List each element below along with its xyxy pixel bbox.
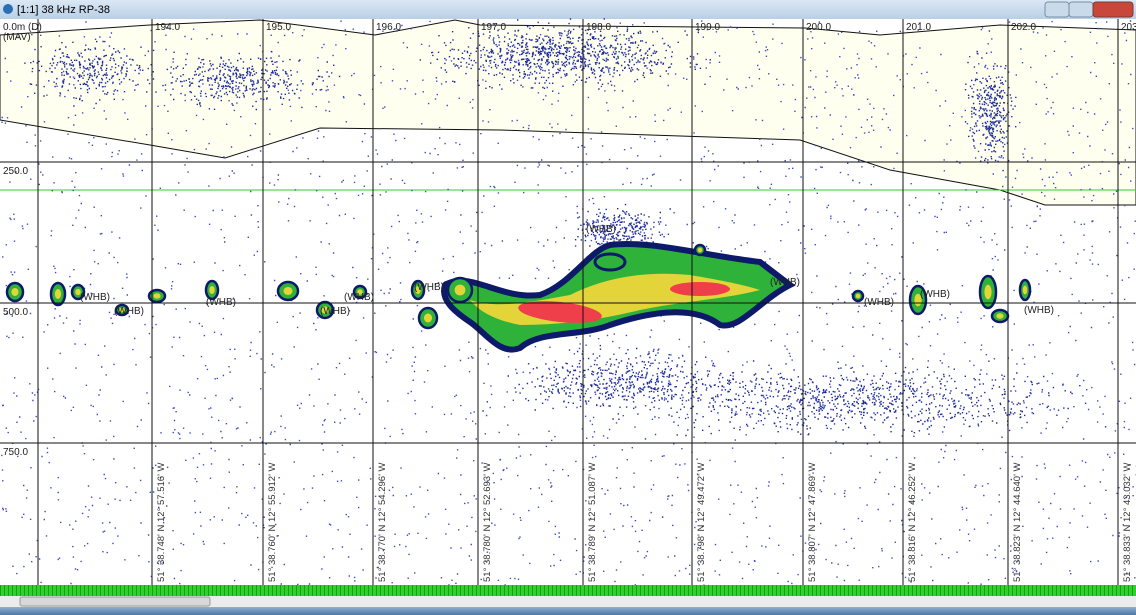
position-label: 51° 38.807' N 12° 47.869' W [807, 462, 818, 582]
school-label: (WHB) [586, 224, 616, 235]
school-label: (WHB) [864, 297, 894, 308]
position-label: 51° 38.823' N 12° 44.640' W [1012, 462, 1023, 582]
taskbar [0, 607, 1136, 615]
distance-label: 203.0 [1121, 22, 1136, 33]
app-window: [1:1] 38 kHz RP-38 0.0m (D)(MAV)250.0500… [0, 0, 1136, 615]
depth-label: (MAV) [3, 32, 31, 43]
distance-label: 199.0 [695, 22, 720, 33]
school-peak [595, 254, 625, 270]
school-label: (WHB) [80, 292, 110, 303]
position-label: 51° 38.760' N 12° 55.912' W [267, 462, 278, 582]
school-core [153, 293, 160, 298]
position-label: 51° 38.798' N 12° 49.472' W [696, 462, 707, 582]
school-core [55, 289, 61, 299]
school-core [1023, 286, 1028, 295]
depth-label: 250.0 [3, 166, 28, 177]
school-core [424, 314, 432, 323]
distance-label: 198.0 [586, 22, 611, 33]
school-label: (WHB) [920, 289, 950, 300]
position-label: 51° 38.789' N 12° 51.087' W [587, 462, 598, 582]
school-core [996, 313, 1003, 318]
depth-label: 750.0 [3, 447, 28, 458]
school-core [455, 285, 466, 296]
position-label: 51° 38.780' N 12° 52.693' W [482, 462, 493, 582]
distance-label: 196.0 [376, 22, 401, 33]
school-label: (WHB) [770, 277, 800, 288]
distance-label: 200.0 [806, 22, 831, 33]
title-bar [0, 0, 1136, 19]
position-label: 51° 38.748' N 12° 57.516' W [156, 462, 167, 582]
school-label: (WHB) [1024, 305, 1054, 316]
app-icon [3, 4, 13, 14]
maximize-button[interactable] [1069, 2, 1093, 17]
school-core [698, 248, 703, 253]
distance-label: 201.0 [906, 22, 931, 33]
position-label: 51° 38.833' N 12° 43.032' W [1122, 462, 1133, 582]
status-strip [0, 585, 1136, 596]
close-button[interactable] [1093, 2, 1133, 17]
school-core [209, 286, 214, 294]
position-label: 51° 38.770' N 12° 54.296' W [377, 462, 388, 582]
school-core [984, 285, 991, 299]
position-label: 51° 38.816' N 12° 46.252' W [907, 462, 918, 582]
school-core [11, 288, 18, 296]
school-core [284, 287, 293, 295]
school-label: (WHB) [344, 292, 374, 303]
school-label: (WHB) [414, 282, 444, 293]
depth-label: 500.0 [3, 307, 28, 318]
school-label: (WHB) [320, 306, 350, 317]
distance-label: 197.0 [481, 22, 506, 33]
distance-label: 195.0 [266, 22, 291, 33]
school-label: (WHB) [114, 306, 144, 317]
window-title: [1:1] 38 kHz RP-38 [17, 4, 110, 16]
school-peak [670, 282, 730, 296]
scroll-thumb[interactable] [20, 597, 210, 606]
distance-label: 194.0 [155, 22, 180, 33]
minimize-button[interactable] [1045, 2, 1069, 17]
distance-label: 202.0 [1011, 22, 1036, 33]
school-label: (WHB) [206, 297, 236, 308]
school-core [856, 294, 861, 299]
page: {"window":{"title":"[1:1] 38 kHz RP-38"}… [0, 0, 1136, 615]
